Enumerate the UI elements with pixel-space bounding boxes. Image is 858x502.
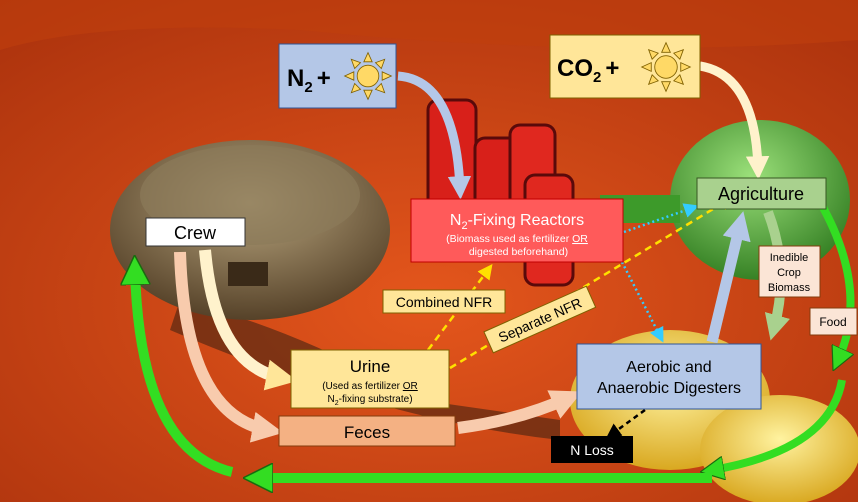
habitat-door: [228, 262, 268, 286]
text-part: (Used as fertilizer: [322, 381, 403, 392]
text-part: N: [327, 394, 334, 405]
urine-note: (Used as fertilizer OR: [322, 381, 418, 392]
reactor-tank: [428, 100, 476, 210]
combined-nfr-label: Combined NFR: [396, 294, 492, 310]
crew-label: Crew: [174, 223, 217, 243]
text-part: OR: [403, 381, 418, 392]
text-part: N: [450, 212, 462, 229]
food-label: Food: [819, 315, 846, 329]
digesters-label: Aerobic and: [626, 359, 711, 376]
digesters-label: Anaerobic Digesters: [597, 380, 741, 397]
subscript: 2: [304, 79, 312, 96]
digesters-box: [577, 344, 761, 409]
text-part: OR: [572, 233, 588, 245]
sun-icon: [345, 53, 392, 100]
agriculture-label: Agriculture: [718, 184, 804, 204]
co2-input-label: CO2+: [557, 55, 619, 86]
diagram: N2+ CO2+ Crew N2-Fixing Reactors (Biomas…: [0, 0, 858, 502]
inedible-label: Crop: [777, 267, 801, 279]
feces-label: Feces: [344, 423, 390, 442]
sun-icon: [642, 43, 691, 92]
reactors-note: (Biomass used as fertilizer OR: [446, 233, 588, 245]
text-part: -Fixing Reactors: [468, 212, 584, 229]
operator: +: [605, 55, 619, 82]
inedible-label: Inedible: [770, 252, 809, 264]
inedible-label: Biomass: [768, 282, 811, 294]
molecule: N: [287, 65, 304, 92]
urine-label: Urine: [350, 357, 391, 376]
n-loss-label: N Loss: [570, 442, 614, 458]
text-part: -fixing substrate): [339, 394, 413, 405]
reactors-note: digested beforehand): [466, 246, 568, 258]
subscript: 2: [593, 69, 601, 86]
molecule: CO: [557, 55, 593, 82]
operator: +: [317, 65, 331, 92]
text-part: (Biomass used as fertilizer: [446, 233, 572, 245]
